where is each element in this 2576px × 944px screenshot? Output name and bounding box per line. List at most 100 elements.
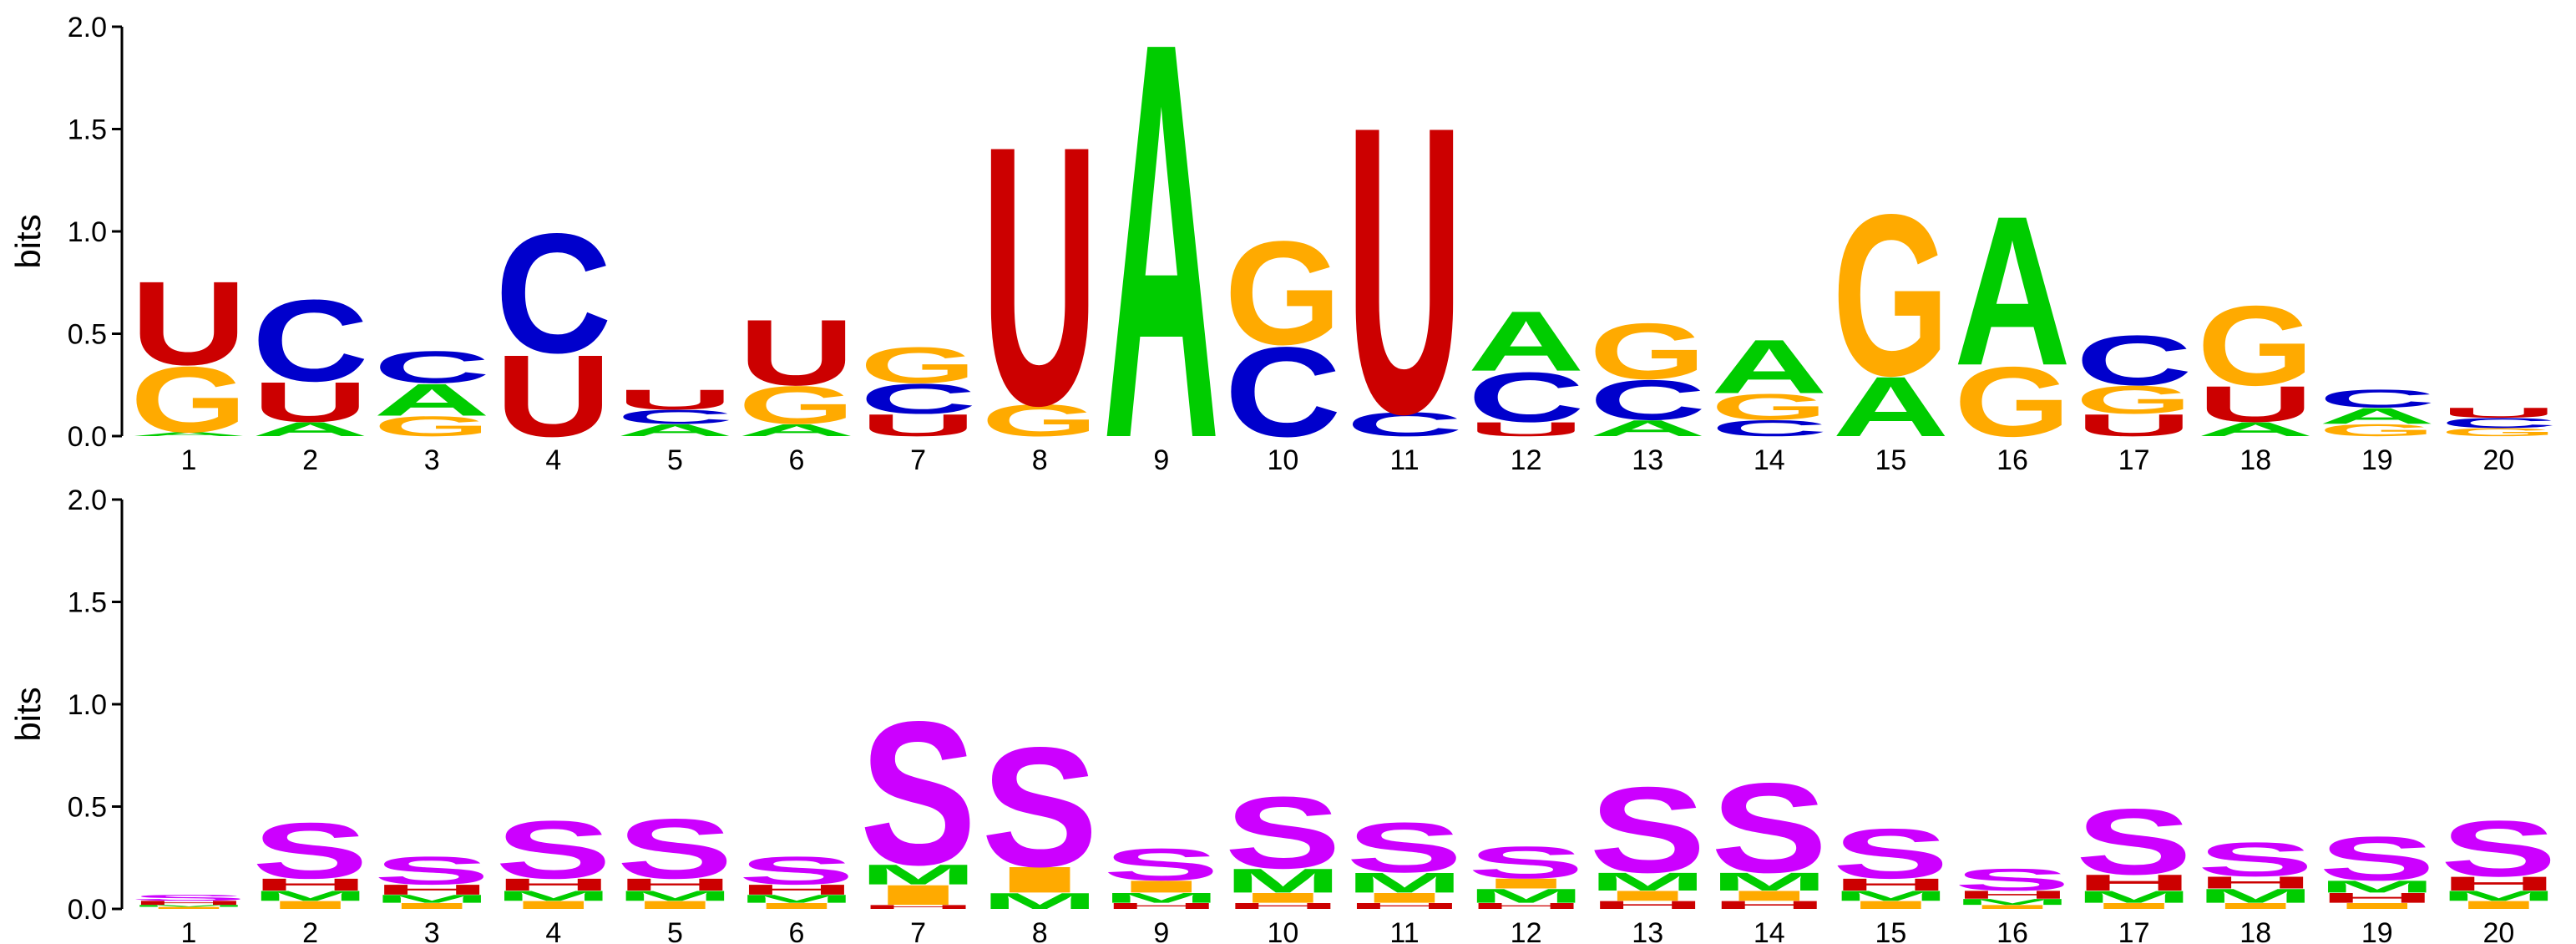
logo-letter-m: M bbox=[1954, 897, 2071, 906]
logo-letter-h: H bbox=[2440, 873, 2557, 896]
logo-letter-s: S bbox=[495, 804, 612, 896]
logo-letter-h: H bbox=[1954, 889, 2071, 901]
logo-letter-s: S bbox=[2319, 824, 2436, 894]
logo-letter-a: A bbox=[1468, 293, 1585, 388]
logo-letter-c: C bbox=[2319, 384, 2436, 413]
logo-letter-i: I bbox=[860, 879, 977, 911]
logo-letter-g: G bbox=[130, 347, 247, 452]
x-tick-label: 18 bbox=[2239, 917, 2271, 944]
logo-letter-h: H bbox=[2197, 873, 2314, 892]
logo-letter-h: H bbox=[1589, 899, 1706, 911]
x-tick-label: 12 bbox=[1511, 444, 1542, 476]
x-tick-label: 14 bbox=[1754, 917, 1785, 944]
logo-letter-a: A bbox=[1103, 0, 1220, 556]
logo-letter-h: H bbox=[130, 900, 247, 906]
logo-letter-u: U bbox=[2197, 376, 2314, 433]
logo-letter-m: M bbox=[1832, 888, 1949, 904]
x-tick-label: 13 bbox=[1632, 917, 1663, 944]
y-axis-label: bits bbox=[8, 687, 48, 741]
logo-letter-s: S bbox=[1711, 757, 1828, 900]
logo-letter-i: I bbox=[2076, 901, 2193, 911]
x-tick-label: 5 bbox=[667, 917, 683, 944]
logo-letter-a: A bbox=[2197, 419, 2314, 441]
logo-letter-a: A bbox=[1589, 416, 1706, 441]
logo-letter-c: C bbox=[2440, 415, 2557, 431]
x-tick-label: 4 bbox=[545, 917, 561, 944]
x-tick-label: 13 bbox=[1632, 444, 1663, 476]
logo-letter-m: M bbox=[860, 859, 977, 891]
y-tick-label: 2.0 bbox=[68, 12, 107, 43]
x-tick-label: 12 bbox=[1511, 917, 1542, 944]
logo-letter-g: G bbox=[373, 411, 490, 443]
y-tick-label: 2.0 bbox=[68, 485, 107, 516]
logo-letter-a: A bbox=[130, 431, 247, 438]
logo-letter-i: I bbox=[1832, 899, 1949, 911]
logo-letter-h: H bbox=[252, 875, 369, 895]
logo-letter-c: C bbox=[1224, 321, 1341, 464]
x-tick-label: 20 bbox=[2482, 917, 2514, 944]
x-tick-label: 10 bbox=[1267, 444, 1298, 476]
y-tick-label: 0.5 bbox=[68, 319, 107, 351]
x-tick-label: 7 bbox=[910, 917, 926, 944]
logo-letter-a: A bbox=[1711, 324, 1828, 409]
logo-letter-u: U bbox=[252, 370, 369, 434]
logo-letter-a: A bbox=[2319, 403, 2436, 429]
y-tick-label: 0.5 bbox=[68, 792, 107, 824]
y-tick-label: 1.0 bbox=[68, 689, 107, 721]
logo-letter-c: C bbox=[860, 375, 977, 423]
y-tick-label: 1.5 bbox=[68, 114, 107, 146]
logo-letter-c: C bbox=[495, 199, 612, 389]
x-tick-label: 2 bbox=[302, 917, 318, 944]
logo-letter-c: C bbox=[2076, 320, 2193, 399]
x-tick-label: 6 bbox=[789, 917, 805, 944]
logo-letter-m: M bbox=[616, 888, 733, 904]
logo-letter-u: U bbox=[1468, 419, 1585, 441]
logo-letter-c: C bbox=[1468, 358, 1585, 437]
logo-letter-c: C bbox=[1346, 405, 1463, 444]
x-tick-label: 7 bbox=[910, 444, 926, 476]
logo-letter-m: M bbox=[2319, 877, 2436, 896]
logo-letter-h: H bbox=[860, 904, 977, 911]
logo-letter-g: G bbox=[2076, 378, 2193, 422]
logo-letter-m: M bbox=[495, 888, 612, 904]
x-tick-label: 3 bbox=[424, 444, 440, 476]
logo-letter-s: S bbox=[1103, 840, 1220, 891]
logo-letter-u: U bbox=[738, 300, 855, 404]
x-tick-label: 16 bbox=[1997, 444, 2028, 476]
logo-letter-u: U bbox=[860, 408, 977, 443]
x-tick-label: 4 bbox=[545, 444, 561, 476]
y-tick-label: 1.5 bbox=[68, 587, 107, 619]
logo-letter-i: I bbox=[616, 899, 733, 911]
logo-letter-a: A bbox=[373, 375, 490, 426]
x-tick-label: 16 bbox=[1997, 917, 2028, 944]
logo-panel-2: 0.00.51.01.52.0bitsIMHS1IMHS2IMHS3IMHS4I… bbox=[8, 485, 2557, 944]
x-tick-label: 2 bbox=[302, 444, 318, 476]
x-tick-label: 8 bbox=[1032, 917, 1048, 944]
logo-letter-g: G bbox=[2440, 426, 2557, 439]
logo-letter-c: C bbox=[252, 275, 369, 405]
logo-letter-h: H bbox=[373, 882, 490, 898]
logo-letter-g: G bbox=[1224, 210, 1341, 375]
logo-letter-s: S bbox=[616, 801, 733, 896]
x-tick-label: 11 bbox=[1389, 917, 1419, 944]
logo-letter-i: I bbox=[1103, 877, 1220, 896]
logo-letter-g: G bbox=[1711, 386, 1828, 428]
x-tick-label: 18 bbox=[2239, 444, 2271, 476]
logo-letter-u: U bbox=[616, 384, 733, 416]
logo-letter-g: G bbox=[981, 395, 1098, 446]
logo-letter-a: A bbox=[616, 421, 733, 440]
logo-letter-i: I bbox=[1468, 875, 1585, 891]
y-tick-label: 0.0 bbox=[68, 894, 107, 926]
x-tick-label: 1 bbox=[181, 917, 197, 944]
x-tick-label: 1 bbox=[181, 444, 197, 476]
logo-letter-h: H bbox=[738, 882, 855, 898]
logo-letter-g: G bbox=[1832, 167, 1949, 424]
logo-letter-s: S bbox=[2076, 789, 2193, 894]
logo-letter-u: U bbox=[1346, 41, 1463, 498]
logo-letter-m: M bbox=[2197, 885, 2314, 907]
logo-letter-u: U bbox=[495, 331, 612, 461]
logo-letter-i: I bbox=[1954, 904, 2071, 911]
logo-letter-c: C bbox=[1589, 368, 1706, 432]
